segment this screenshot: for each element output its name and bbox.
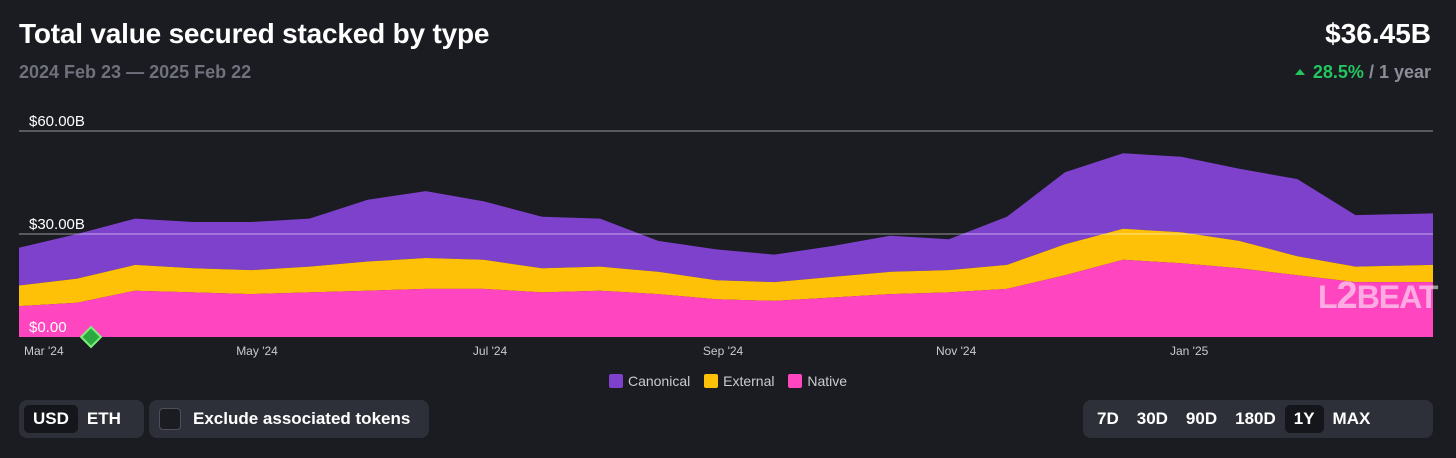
exclude-tokens-toggle[interactable]: Exclude associated tokens [149,400,429,438]
series-area-native [19,259,1433,337]
date-range: 2024 Feb 23 — 2025 Feb 22 [19,62,252,82]
legend-item-canonical: Canonical [608,373,691,389]
legend-item-external: External [704,373,774,389]
legend-item-native: Native [788,373,847,389]
exclude-tokens-checkbox[interactable] [159,408,181,430]
eth-button[interactable]: ETH [86,409,121,428]
currency-toggle: USD ETH [19,400,144,438]
time-range-selector: 7D 30D 90D 180D 1Y MAX [1083,400,1433,438]
range-90d-button[interactable]: 90D [1185,409,1218,428]
x-tick-label: Sep '24 [703,344,744,358]
x-tick-label: May '24 [236,344,278,358]
legend-label-native: Native [807,373,848,389]
series-area-canonical [19,153,1433,286]
change-percent: 28.5% [1312,62,1364,82]
range-180d-button[interactable]: 180D [1235,409,1276,428]
change-period: / 1 year [1368,62,1431,82]
range-max-button[interactable]: MAX [1332,409,1371,428]
series-area-external [19,228,1433,307]
x-tick-label: Jul '24 [473,344,508,358]
y-tick-label: $60.00B [29,113,85,130]
total-value: $36.45B [1325,18,1431,49]
x-tick-label: Jan '25 [1170,344,1209,358]
range-start-marker [79,325,103,349]
y-tick-label: $30.00B [29,216,85,233]
change-indicator: 28.5% / 1 year [1294,62,1431,83]
x-tick-label: Nov '24 [936,344,977,358]
stacked-area-chart[interactable]: $0.00 $30.00B $60.00B Mar '24 May '24 Jul '24… [0,100,1456,370]
chart-title: Total value secured stacked by type [19,18,490,49]
range-30d-button[interactable]: 30D [1136,409,1168,428]
chart-legend: Canonical External Native [0,373,1456,391]
range-1y-button[interactable]: 1Y [1284,405,1324,433]
l2beat-watermark: L2BEAT [1318,275,1438,317]
legend-swatch-external [704,374,719,388]
exclude-tokens-label: Exclude associated tokens [193,409,411,428]
legend-label-external: External [723,373,775,389]
legend-swatch-native [788,374,803,388]
x-tick-label: Mar '24 [24,344,64,358]
range-7d-button[interactable]: 7D [1097,409,1119,428]
arrow-up-icon [1294,69,1305,75]
legend-swatch-canonical [608,374,623,388]
usd-button[interactable]: USD [24,405,78,433]
y-tick-label: $0.00 [29,319,67,336]
legend-label-canonical: Canonical [627,373,691,389]
